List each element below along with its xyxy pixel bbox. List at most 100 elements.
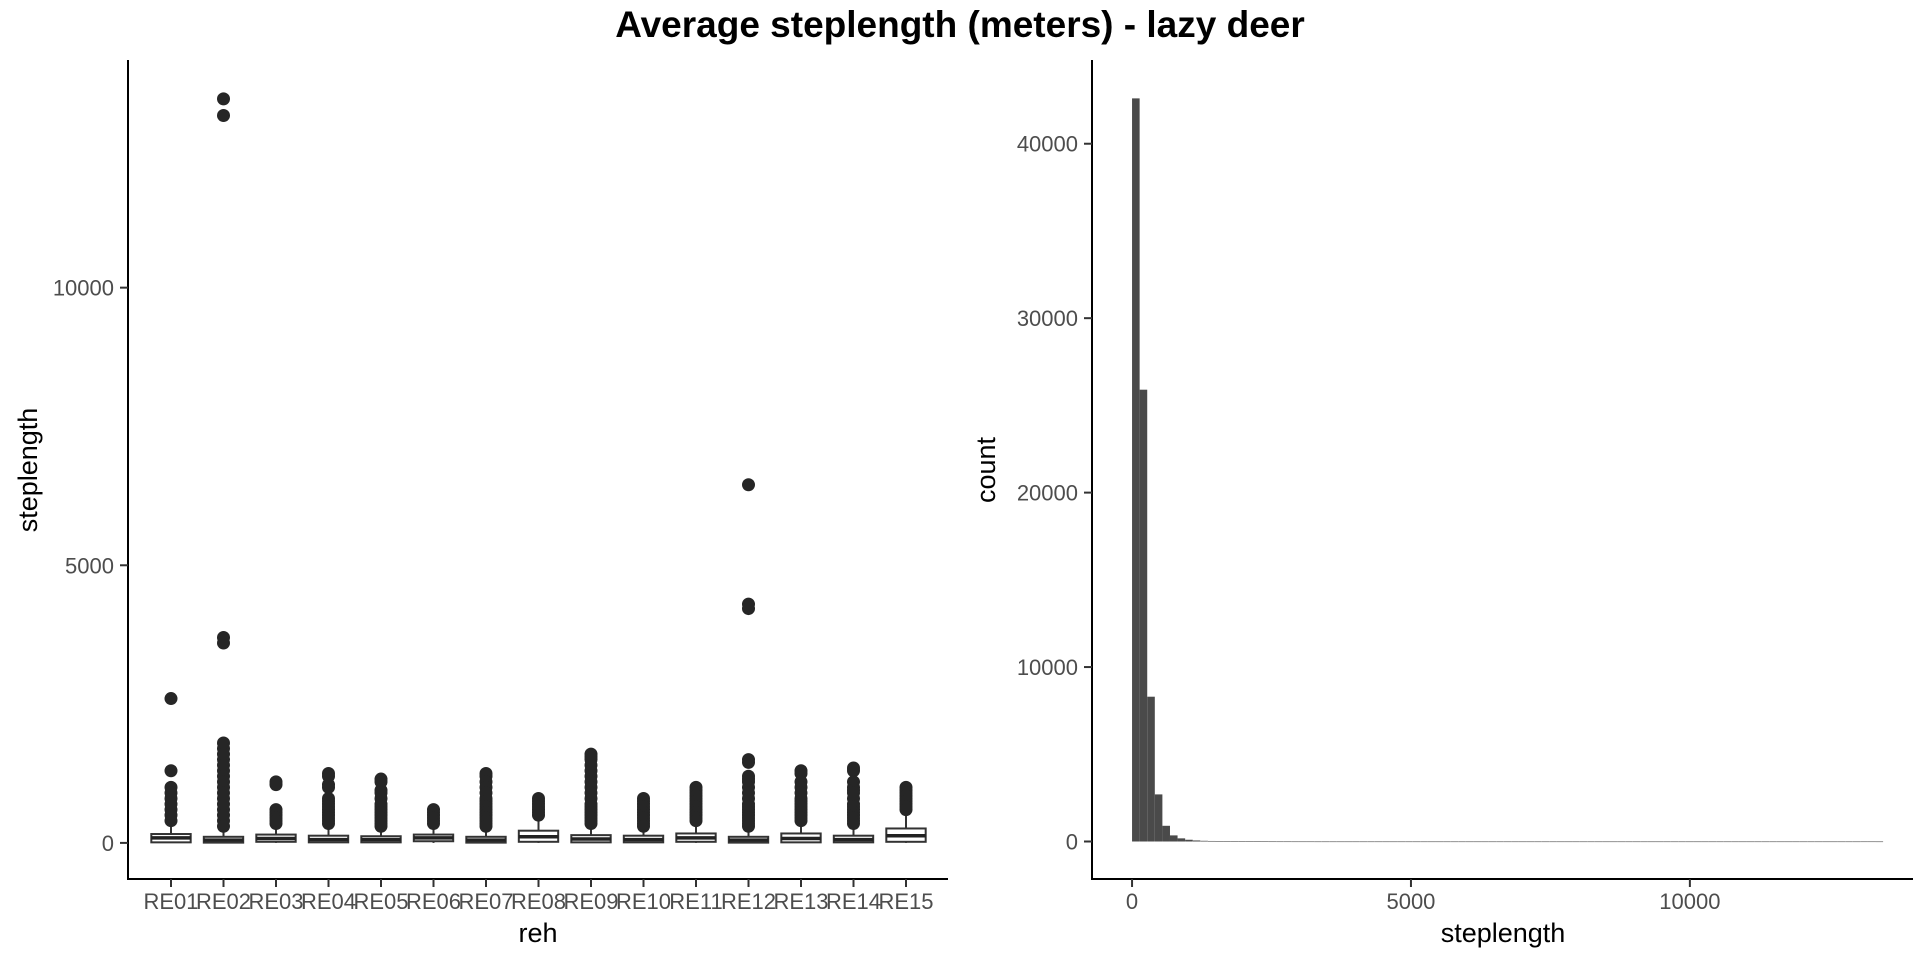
histogram-bar	[1450, 841, 1459, 843]
histogram-bar	[1693, 841, 1702, 843]
histogram-bar	[1154, 794, 1163, 842]
x-tick-label: RE08	[511, 889, 566, 914]
histogram-bar	[1564, 841, 1573, 843]
x-tick-label: RE10	[616, 889, 671, 914]
x-tick-label: RE15	[878, 889, 933, 914]
histogram-bar	[1746, 841, 1755, 843]
x-tick-label: RE11	[669, 889, 722, 914]
histogram-bar	[1518, 841, 1527, 843]
histogram-bar	[1587, 841, 1595, 843]
histogram-bar	[1147, 696, 1155, 842]
outlier-point	[164, 764, 178, 778]
histogram-bar	[1776, 841, 1785, 843]
histogram-bar	[1701, 841, 1709, 843]
y-tick-label: 10000	[53, 276, 114, 301]
x-axis-title: steplength	[1441, 918, 1566, 948]
histogram-bar	[1814, 841, 1823, 843]
histogram-bar	[1670, 841, 1679, 843]
histogram-bar	[1852, 841, 1861, 843]
histogram-bar	[1329, 841, 1337, 843]
outlier-point	[322, 780, 335, 794]
histogram-bar	[1253, 841, 1262, 842]
outlier-point	[374, 819, 388, 833]
outlier-point	[532, 808, 545, 822]
histogram-bar	[1367, 841, 1375, 843]
y-tick-label: 20000	[1017, 481, 1078, 506]
outlier-point	[742, 602, 755, 616]
y-tick-label: 10000	[1017, 655, 1078, 680]
histogram-bar	[1738, 841, 1747, 843]
histogram-bar	[1663, 841, 1671, 843]
histogram-bar	[1389, 841, 1398, 843]
histogram-bar	[1344, 841, 1353, 843]
histogram-bar	[1602, 841, 1610, 843]
histogram-bar	[1162, 825, 1170, 842]
histogram-bar	[1754, 841, 1762, 843]
histogram-bar	[1238, 841, 1246, 842]
histogram-bar	[1784, 841, 1793, 843]
histogram-bar	[1245, 841, 1254, 842]
histogram-bar	[1223, 841, 1231, 842]
histogram-bar	[1192, 840, 1201, 842]
histogram-bar	[1761, 841, 1770, 843]
histogram-bar	[1200, 840, 1208, 842]
histogram-bar	[1723, 841, 1732, 843]
histogram-bar	[1314, 841, 1322, 843]
outlier-point	[427, 816, 440, 830]
x-tick-label: RE01	[143, 889, 198, 914]
histogram-bar	[1685, 841, 1694, 843]
histogram-bar	[1503, 841, 1512, 843]
x-tick-label: RE02	[196, 889, 251, 914]
histogram-bar	[1549, 841, 1557, 843]
histogram-bar	[1412, 841, 1421, 843]
outlier-point	[847, 764, 860, 778]
histogram-bar	[1283, 841, 1292, 843]
histogram-bar	[1678, 841, 1686, 843]
histogram-bar	[1609, 841, 1618, 843]
x-tick-label: RE14	[826, 889, 881, 914]
histogram-bar	[1261, 841, 1269, 843]
x-tick-label: 0	[1126, 889, 1138, 914]
histogram-bar	[1822, 841, 1830, 843]
histogram-bar	[1473, 841, 1482, 843]
histogram-bar	[1336, 841, 1345, 843]
outlier-point	[742, 755, 755, 769]
x-tick-label: RE06	[406, 889, 461, 914]
histogram-bar	[1427, 841, 1436, 843]
histogram-bar	[1511, 841, 1519, 843]
histogram-bar	[1647, 841, 1656, 843]
histogram-bar	[1594, 841, 1603, 843]
histogram-bar	[1352, 841, 1360, 843]
histogram-panel: 0 10000 20000 30000 40000 0 5000 10000 count st…	[971, 60, 1913, 948]
histogram-bar	[1731, 841, 1739, 843]
outlier-point	[794, 814, 808, 828]
y-tick-label: 40000	[1017, 132, 1078, 157]
x-tick-label: RE04	[301, 889, 356, 914]
y-tick-label: 0	[1066, 829, 1078, 854]
outlier-point	[217, 92, 230, 106]
histogram-bar	[1534, 841, 1542, 843]
histogram-bar	[1458, 841, 1466, 843]
histogram-bar	[1397, 841, 1406, 843]
x-tick-label: RE07	[458, 889, 513, 914]
histogram-bar	[1572, 841, 1580, 843]
histogram-bar	[1632, 841, 1641, 843]
histogram-bar	[1185, 839, 1193, 842]
x-tick-label: 10000	[1659, 889, 1720, 914]
histogram-bar	[1845, 841, 1853, 843]
x-tick-label: RE13	[773, 889, 828, 914]
outlier-point	[742, 478, 755, 492]
histogram-bar	[1860, 841, 1868, 843]
histogram-bar	[1359, 841, 1368, 843]
y-axis-title: count	[971, 436, 1001, 503]
histogram-bar	[1875, 841, 1884, 843]
x-tick-label: 5000	[1386, 889, 1435, 914]
histogram-bar	[1481, 841, 1489, 843]
histogram-bar	[1306, 841, 1315, 843]
histogram-bar	[1465, 841, 1474, 843]
outlier-point	[637, 819, 650, 833]
histogram-bar	[1829, 841, 1838, 843]
histogram-bar	[1215, 841, 1224, 842]
outlier-point	[584, 816, 598, 830]
histogram-bar	[1382, 841, 1390, 843]
